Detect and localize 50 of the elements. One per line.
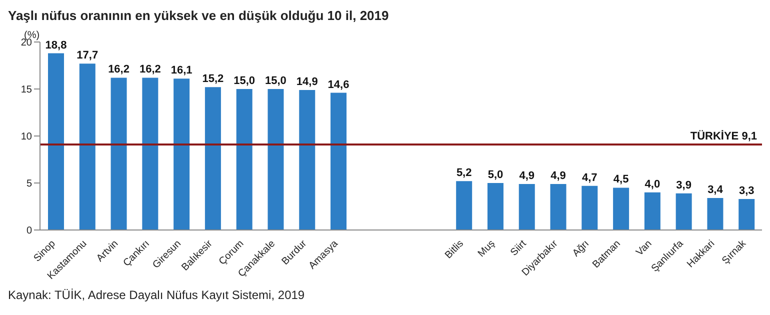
data-label: 4,0 — [644, 178, 660, 190]
bar — [550, 184, 566, 230]
data-label: 18,8 — [45, 39, 67, 52]
bar — [204, 87, 221, 230]
bar — [738, 198, 755, 230]
data-label: 4,9 — [550, 170, 566, 182]
data-label: 4,5 — [613, 174, 629, 186]
data-label: 16,1 — [170, 64, 192, 77]
data-label: 15,0 — [265, 75, 286, 87]
bar — [48, 53, 64, 230]
data-label: 14,9 — [296, 76, 318, 88]
bar — [456, 181, 472, 230]
bar — [613, 188, 630, 230]
bar — [79, 64, 96, 230]
bar — [268, 89, 284, 230]
bar — [174, 78, 190, 230]
bar — [236, 89, 252, 230]
bar — [299, 90, 316, 230]
data-label: 15,0 — [234, 75, 256, 87]
text: Kaynak: TÜİK, Adrese Dayalı Nüfus Kayıt Sistemi, 2019 — [8, 288, 305, 302]
bar — [110, 78, 127, 230]
bar — [676, 193, 692, 230]
data-label: 16,2 — [139, 64, 161, 76]
x-tick-label: Ağrı — [570, 238, 592, 260]
bar — [707, 198, 724, 230]
data-label: 3,9 — [676, 179, 692, 192]
bar — [142, 78, 158, 230]
y-tick-label: 5 — [26, 178, 32, 190]
y-tick-label: 10 — [20, 132, 32, 143]
bar — [644, 192, 660, 230]
data-label: 14,6 — [328, 78, 350, 91]
y-tick-label: 15 — [20, 84, 32, 96]
bar — [487, 183, 504, 230]
x-tick-label: Muş — [476, 238, 498, 260]
x-tick-label: Van — [634, 238, 654, 258]
bar — [582, 186, 598, 230]
y-tick-label: 0 — [26, 226, 32, 237]
data-label: 5,2 — [456, 167, 472, 180]
data-label: 17,7 — [76, 50, 98, 62]
chart-title: Yaşlı nüfus oranının en yüksek ve en düşük olduğu 10 il, 2019 — [8, 8, 389, 23]
data-label: 15,2 — [202, 73, 224, 86]
data-label: 3,4 — [708, 184, 724, 196]
data-label: 16,2 — [108, 64, 130, 76]
bar — [330, 92, 347, 230]
data-label: 5,0 — [488, 169, 504, 181]
ref-line-label: TÜRKİYE 9,1 — [690, 129, 757, 142]
data-label: 4,7 — [582, 172, 598, 184]
bar — [518, 184, 535, 230]
data-label: 4,9 — [519, 170, 535, 182]
data-label: 3,3 — [738, 184, 754, 197]
